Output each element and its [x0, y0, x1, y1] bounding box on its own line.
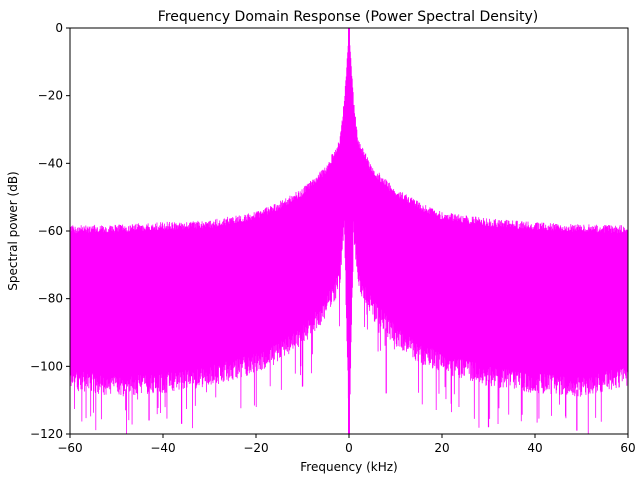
x-axis: −60 −40 −20 0 20 40 60 — [57, 434, 636, 455]
y-tick-label: −40 — [38, 156, 63, 170]
x-axis-title: Frequency (kHz) — [300, 460, 397, 474]
x-tick-label: 0 — [345, 441, 353, 455]
y-tick-label: −120 — [30, 427, 63, 441]
x-tick-label: −40 — [150, 441, 175, 455]
y-tick-label: 0 — [55, 21, 63, 35]
y-axis-title: Spectral power (dB) — [6, 171, 20, 290]
x-tick-label: 20 — [434, 441, 449, 455]
y-axis: 0 −20 −40 −60 −80 −100 −120 — [30, 21, 70, 441]
chart-title: Frequency Domain Response (Power Spectra… — [158, 9, 538, 25]
x-tick-label: −60 — [57, 441, 82, 455]
y-tick-label: −20 — [38, 89, 63, 103]
series-layer — [70, 28, 628, 434]
y-tick-label: −60 — [38, 224, 63, 238]
x-tick-label: 60 — [620, 441, 635, 455]
y-tick-label: −100 — [30, 359, 63, 373]
x-tick-label: 40 — [527, 441, 542, 455]
y-tick-label: −80 — [38, 292, 63, 306]
x-tick-label: −20 — [243, 441, 268, 455]
plot-area — [70, 28, 628, 434]
